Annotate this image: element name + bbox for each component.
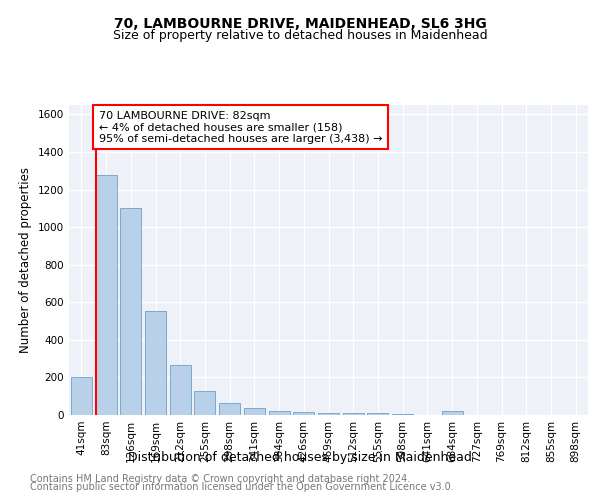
Bar [120,208,141,415]
Text: Contains HM Land Registry data © Crown copyright and database right 2024.: Contains HM Land Registry data © Crown c… [30,474,410,484]
Bar [194,390,215,415]
Bar [145,310,166,415]
Bar [442,411,463,415]
Bar [219,403,240,415]
Text: Size of property relative to detached houses in Maidenhead: Size of property relative to detached ho… [113,29,487,42]
Bar [392,414,413,415]
Bar [170,365,191,415]
Bar [318,413,339,415]
Text: 70 LAMBOURNE DRIVE: 82sqm
← 4% of detached houses are smaller (158)
95% of semi-: 70 LAMBOURNE DRIVE: 82sqm ← 4% of detach… [98,110,382,144]
Bar [269,411,290,415]
Bar [95,176,116,415]
Bar [293,412,314,415]
Bar [367,413,388,415]
Bar [244,408,265,415]
Bar [343,413,364,415]
Text: Distribution of detached houses by size in Maidenhead: Distribution of detached houses by size … [128,451,472,464]
Bar [71,378,92,415]
Text: 70, LAMBOURNE DRIVE, MAIDENHEAD, SL6 3HG: 70, LAMBOURNE DRIVE, MAIDENHEAD, SL6 3HG [113,18,487,32]
Y-axis label: Number of detached properties: Number of detached properties [19,167,32,353]
Text: Contains public sector information licensed under the Open Government Licence v3: Contains public sector information licen… [30,482,454,492]
